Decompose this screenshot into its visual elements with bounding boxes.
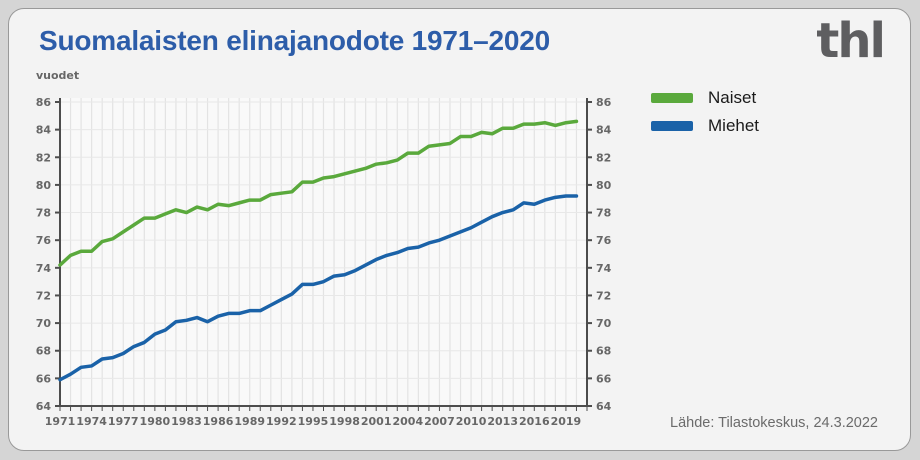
chart-canvas: 64 64 66 66 68 68 70 70 72 72 74 74 76 76 78 78 80 80 82 82… xyxy=(36,96,612,428)
svg-text:2016: 2016 xyxy=(519,415,550,428)
svg-text:2010: 2010 xyxy=(456,415,487,428)
svg-text:2019: 2019 xyxy=(551,415,582,428)
legend-label-naiset: Naiset xyxy=(708,88,757,107)
svg-text:70: 70 xyxy=(596,317,612,330)
svg-text:1998: 1998 xyxy=(329,415,360,428)
svg-text:70: 70 xyxy=(36,317,52,330)
svg-text:68: 68 xyxy=(36,345,51,358)
svg-text:80: 80 xyxy=(36,179,52,192)
svg-text:86: 86 xyxy=(36,96,52,109)
svg-text:1992: 1992 xyxy=(266,415,297,428)
svg-text:1995: 1995 xyxy=(298,415,329,428)
svg-text:64: 64 xyxy=(596,400,612,413)
svg-text:82: 82 xyxy=(596,151,611,164)
svg-text:84: 84 xyxy=(596,124,612,137)
svg-text:66: 66 xyxy=(36,372,52,385)
svg-text:86: 86 xyxy=(596,96,612,109)
svg-text:66: 66 xyxy=(596,372,612,385)
svg-text:1983: 1983 xyxy=(171,415,202,428)
svg-text:2007: 2007 xyxy=(424,415,455,428)
svg-text:72: 72 xyxy=(36,289,51,302)
source-note: Lähde: Tilastokeskus, 24.3.2022 xyxy=(670,415,878,431)
legend: Naiset Miehet xyxy=(651,89,759,135)
thl-logo: thl xyxy=(816,13,886,69)
y-axis-unit-label: vuodet xyxy=(36,69,80,82)
chart-card: Suomalaisten elinajanodote 1971–2020 thl… xyxy=(8,8,911,451)
svg-text:2004: 2004 xyxy=(393,415,424,428)
svg-text:1977: 1977 xyxy=(108,415,139,428)
svg-text:78: 78 xyxy=(596,207,611,220)
legend-item-miehet: Miehet xyxy=(651,117,759,135)
svg-text:74: 74 xyxy=(596,262,612,275)
svg-text:64: 64 xyxy=(36,400,52,413)
svg-text:76: 76 xyxy=(36,234,52,247)
svg-text:84: 84 xyxy=(36,124,52,137)
legend-item-naiset: Naiset xyxy=(651,89,759,107)
legend-label-miehet: Miehet xyxy=(708,116,760,135)
svg-text:80: 80 xyxy=(596,179,612,192)
svg-text:78: 78 xyxy=(36,207,51,220)
svg-text:1986: 1986 xyxy=(203,415,234,428)
svg-text:76: 76 xyxy=(596,234,612,247)
svg-text:1989: 1989 xyxy=(234,415,265,428)
naiset-line-swatch xyxy=(651,93,693,103)
svg-text:74: 74 xyxy=(36,262,52,275)
svg-text:1971: 1971 xyxy=(45,415,76,428)
svg-text:68: 68 xyxy=(596,345,611,358)
svg-text:2001: 2001 xyxy=(361,415,392,428)
miehet-line-swatch xyxy=(651,121,693,131)
svg-text:1980: 1980 xyxy=(140,415,171,428)
svg-text:1974: 1974 xyxy=(76,415,107,428)
svg-text:82: 82 xyxy=(36,151,51,164)
page-title: Suomalaisten elinajanodote 1971–2020 xyxy=(39,25,551,56)
svg-text:2013: 2013 xyxy=(487,415,518,428)
svg-text:72: 72 xyxy=(596,289,611,302)
